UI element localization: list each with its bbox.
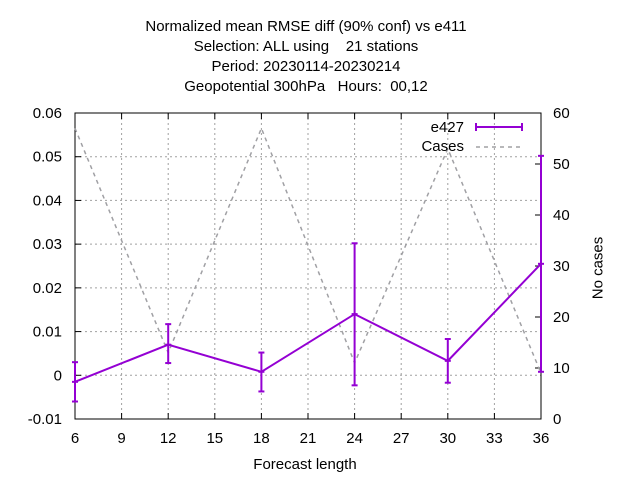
x-tick-label: 6 (71, 430, 79, 447)
y2-tick-label: 30 (553, 258, 570, 275)
chart-title-line-1: Normalized mean RMSE diff (90% conf) vs … (145, 18, 467, 35)
x-tick-label: 21 (300, 430, 317, 447)
y2-tick-label: 50 (553, 156, 570, 173)
x-tick-label: 24 (346, 430, 363, 447)
x-tick-label: 18 (253, 430, 270, 447)
chart-title-line-4: Geopotential 300hPa Hours: 00,12 (184, 78, 428, 95)
y-tick-label: 0.04 (33, 192, 62, 209)
x-tick-label: 15 (206, 430, 223, 447)
legend-label-cases: Cases (421, 138, 464, 155)
y-tick-label: 0.02 (33, 280, 62, 297)
y-tick-label: 0.01 (33, 324, 62, 341)
y-tick-label: 0.05 (33, 149, 62, 166)
cases-line (74, 126, 542, 374)
y2-axis-label: No cases (589, 236, 607, 300)
y-tick-label: 0 (54, 367, 62, 384)
legend-label-e427: e427 (431, 119, 464, 136)
y2-tick-label: 0 (553, 411, 561, 428)
x-tick-label: 27 (393, 430, 410, 447)
y-tick-label: 0.03 (33, 236, 62, 253)
y2-tick-label: 20 (553, 309, 570, 326)
y2-tick-label: 60 (553, 105, 570, 122)
x-tick-label: 36 (533, 430, 550, 447)
chart-title-line-2: Selection: ALL using 21 stations (193, 38, 419, 55)
x-tick-label: 9 (117, 430, 125, 447)
x-axis-label: Forecast length (253, 456, 357, 473)
y-tick-label: -0.01 (28, 411, 62, 428)
x-tick-label: 12 (160, 430, 177, 447)
y2-tick-label: 10 (553, 360, 570, 377)
chart-title-line-3: Period: 20230114-20230214 (211, 58, 401, 75)
chart-title: Normalized mean RMSE diff (90% conf) vs … (0, 17, 612, 97)
x-tick-label: 30 (439, 430, 456, 447)
y-tick-label: 0.06 (33, 105, 62, 122)
y2-tick-label: 40 (553, 207, 570, 224)
x-tick-label: 33 (486, 430, 503, 447)
e427-line (74, 263, 542, 383)
